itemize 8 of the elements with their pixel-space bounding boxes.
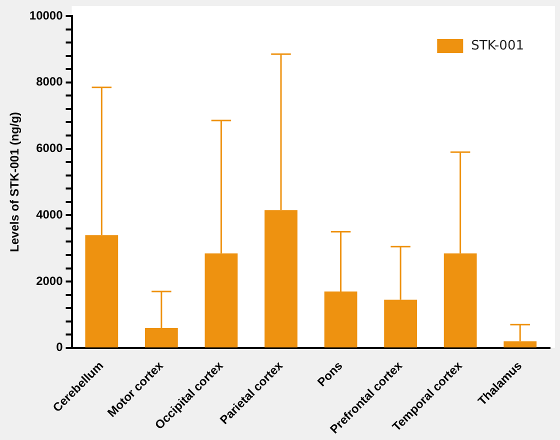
y-tick-label: 6000 [36,141,64,156]
legend-label: STK-001 [471,38,524,54]
y-tick-label: 8000 [36,74,64,89]
y-tick-label: 0 [56,340,64,354]
y-tick-label: 10000 [29,8,64,22]
y-tick-label: 4000 [36,207,64,222]
y-axis-title: Levels of STK-001 (ng/g) [8,112,22,252]
y-tick-label: 2000 [36,274,64,288]
